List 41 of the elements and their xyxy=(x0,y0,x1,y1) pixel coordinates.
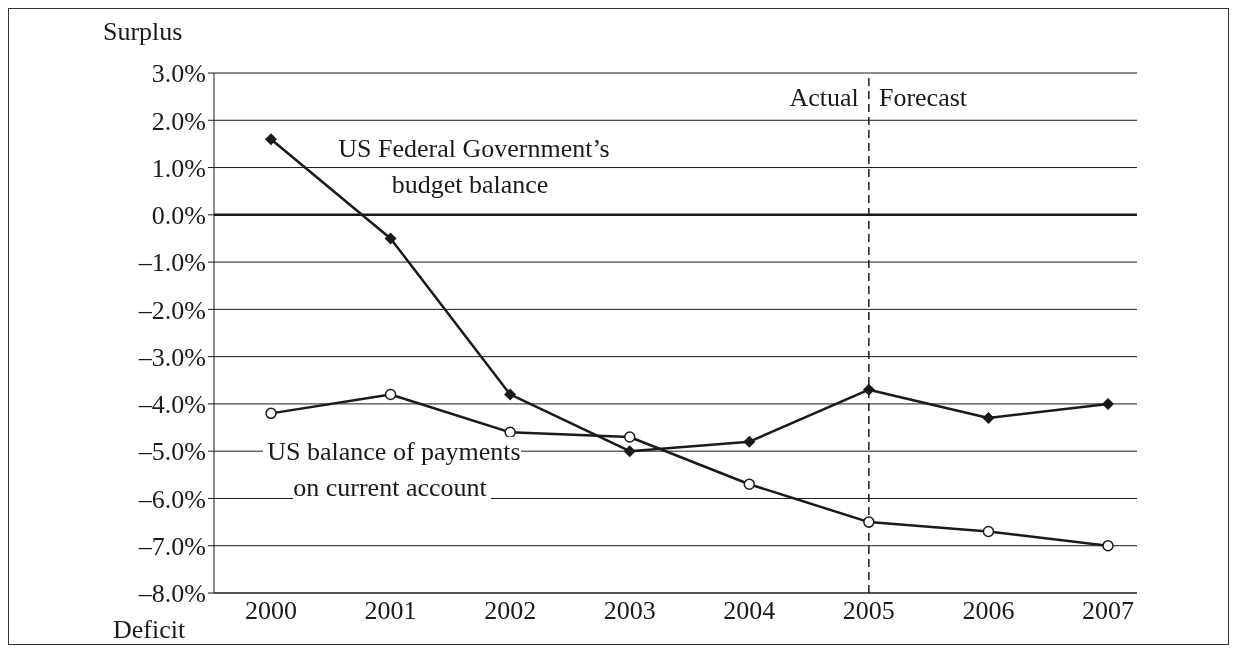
x-tick-label: 2006 xyxy=(962,596,1015,626)
point xyxy=(623,431,636,443)
y-tick-label: –5.0% xyxy=(137,437,206,467)
x-tick-label: 2007 xyxy=(1082,596,1134,626)
point xyxy=(862,383,875,396)
point xyxy=(265,133,277,146)
annotation: Actual xyxy=(789,82,859,112)
y-tick-label: 0.0% xyxy=(151,201,206,231)
point xyxy=(384,232,397,245)
x-tick-label: 2001 xyxy=(364,596,417,626)
y-tick-label: 3.0% xyxy=(151,59,206,89)
y-tick-label: 2.0% xyxy=(151,106,206,136)
point xyxy=(265,407,277,420)
x-tick-label: 2002 xyxy=(484,596,537,626)
series-label: US balance of payments on current account xyxy=(263,437,521,502)
point xyxy=(982,525,995,538)
point xyxy=(863,516,875,528)
y-tick-label: –4.0% xyxy=(137,390,206,420)
x-tick-label: 2000 xyxy=(245,596,297,626)
text: Surplus xyxy=(103,17,183,47)
point xyxy=(743,435,756,448)
x-tick-label: 2003 xyxy=(603,596,656,626)
y-tick-label: –3.0% xyxy=(137,342,206,372)
y-tick-label: 1.0% xyxy=(151,153,206,183)
y-tick-label: –1.0% xyxy=(137,248,206,278)
point xyxy=(1102,397,1114,410)
y-tick-label: –8.0% xyxy=(137,579,206,609)
annotation: Forecast xyxy=(878,82,968,112)
point xyxy=(504,388,517,401)
y-tick-label: –6.0% xyxy=(137,484,206,514)
series-label: US Federal Government’s budget balance xyxy=(334,134,610,199)
x-tick-label: 2004 xyxy=(723,596,776,626)
y-tick-label: –7.0% xyxy=(137,531,206,561)
point xyxy=(623,445,636,458)
text: Deficit xyxy=(113,615,186,645)
point xyxy=(982,412,995,425)
y-tick-label: –2.0% xyxy=(137,295,206,325)
point xyxy=(1102,539,1114,552)
point xyxy=(743,478,756,491)
x-tick-label: 2005 xyxy=(842,596,895,626)
point xyxy=(384,388,397,401)
